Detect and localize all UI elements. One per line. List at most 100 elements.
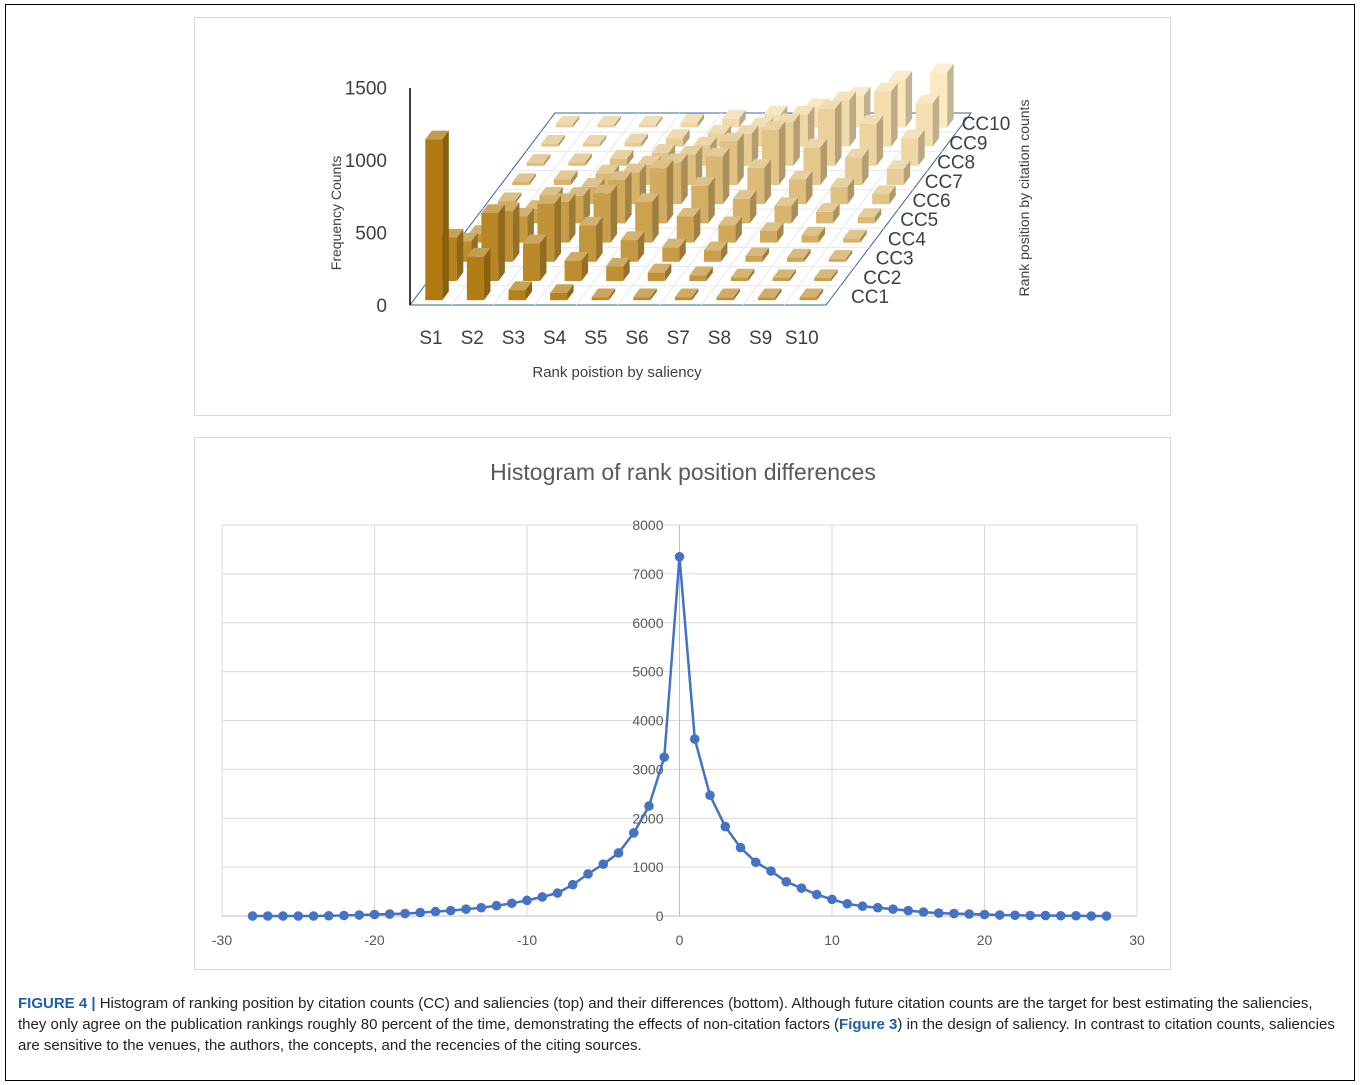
bar-side xyxy=(442,130,449,301)
x-tick-label: S3 xyxy=(502,328,525,349)
point-x19 xyxy=(964,909,975,919)
point-x-2 xyxy=(644,801,654,811)
bar-S3-CC8 xyxy=(609,149,634,166)
bar-side xyxy=(860,229,867,243)
bar-top xyxy=(817,100,842,110)
bar-side xyxy=(708,177,715,224)
x-tick-label: 0 xyxy=(676,932,684,948)
bar-side xyxy=(554,195,561,262)
bar-top xyxy=(816,203,840,212)
x-axis-label: Rank poistion by saliency xyxy=(532,364,702,381)
bar-side xyxy=(789,269,797,281)
bar-front xyxy=(718,225,736,243)
bar-front xyxy=(512,182,530,185)
y-tick-label: 7000 xyxy=(632,566,663,582)
bar-front xyxy=(787,257,805,262)
bar-top xyxy=(828,250,853,259)
point-x-20 xyxy=(369,909,380,920)
bar-side xyxy=(529,173,536,185)
point-x12 xyxy=(857,901,868,912)
point-x-19 xyxy=(384,909,395,919)
bar-top xyxy=(555,115,580,125)
point-x1 xyxy=(689,734,700,744)
bar-side xyxy=(749,190,757,224)
bar-S7-CC1 xyxy=(674,288,699,301)
bar-top xyxy=(606,257,630,267)
bar-S10-CC7 xyxy=(886,160,911,185)
bar-side xyxy=(833,203,840,224)
bar-top xyxy=(693,136,717,146)
bar-side xyxy=(737,132,744,185)
bar-top xyxy=(608,171,632,180)
bar-side xyxy=(697,113,705,128)
bar-top xyxy=(537,195,561,204)
bar-top xyxy=(759,222,784,231)
bar-S3-CC1 xyxy=(508,281,532,301)
bar-top xyxy=(662,238,686,248)
y-tick-label: 0 xyxy=(376,296,387,317)
point-x15 xyxy=(903,905,914,916)
bar-side xyxy=(608,288,616,301)
bar-top xyxy=(716,288,740,298)
bar-S5-CC10 xyxy=(722,110,746,128)
bar-side xyxy=(637,231,645,262)
bar-side xyxy=(525,281,532,301)
bar-side xyxy=(706,266,713,281)
bar-S3-CC10 xyxy=(638,115,663,128)
bar-top xyxy=(788,170,813,180)
bar-front xyxy=(591,297,609,301)
bar-S1-CC8 xyxy=(526,154,551,166)
bar-side xyxy=(735,216,742,243)
bar-S8-CC5 xyxy=(774,197,798,224)
bar-side xyxy=(739,110,746,128)
bar-top xyxy=(597,115,621,125)
depth-tick-label: CC10 xyxy=(962,114,1011,135)
figure-caption: FIGURE 4 | Histogram of ranking position… xyxy=(18,993,1340,1056)
bar-top xyxy=(624,133,648,143)
bar-side xyxy=(610,184,618,243)
bar-side xyxy=(720,241,728,262)
caption-figure-ref[interactable]: Figure 3 xyxy=(839,1016,898,1033)
bar-side xyxy=(849,91,856,147)
bar-S2-CC1 xyxy=(466,248,491,301)
bar-S7-CC4 xyxy=(718,216,742,243)
bar-front xyxy=(886,169,904,185)
bar-top xyxy=(689,266,713,276)
bar-top xyxy=(857,208,882,217)
bar-side xyxy=(512,202,520,262)
bar-side xyxy=(527,207,534,243)
point-x-14 xyxy=(461,904,471,914)
point-x10 xyxy=(827,894,837,905)
point-x17 xyxy=(933,908,944,918)
bar-side xyxy=(733,288,740,301)
caption-text-1: Histogram of ranking position by citatio… xyxy=(18,995,1313,1033)
bar-S9-CC6 xyxy=(830,178,855,205)
bar-side xyxy=(681,153,688,205)
bar-top xyxy=(676,207,701,217)
bar-front xyxy=(620,240,638,262)
point-x0 xyxy=(674,551,685,562)
bar-S8-CC1 xyxy=(716,288,740,301)
bar-side xyxy=(722,147,730,205)
bar-side xyxy=(932,94,940,147)
bar-side xyxy=(834,100,842,166)
bar-side xyxy=(650,288,657,301)
y-tick-label: 8000 xyxy=(632,517,663,533)
bar-side xyxy=(695,145,703,185)
point-x-16 xyxy=(430,906,441,917)
bar-front xyxy=(872,194,890,205)
bar-top xyxy=(593,184,618,194)
bar-side xyxy=(655,115,663,128)
point-x-8 xyxy=(552,888,563,898)
bar-side xyxy=(862,148,869,185)
chart-3d: 0 500 1000 1500 Frequency Counts S1 S2 S3 S4 S5 S6… xyxy=(328,63,1032,381)
point-x-6 xyxy=(583,869,593,879)
point-x-23 xyxy=(323,910,334,921)
y-tick-label: 1000 xyxy=(345,151,387,172)
bar-S5-CC2 xyxy=(606,257,630,281)
bar-front xyxy=(541,143,559,147)
bar-top xyxy=(787,248,811,258)
y-tick-label: 1500 xyxy=(345,79,387,100)
bar-side xyxy=(558,134,565,147)
bar-top xyxy=(707,124,732,134)
